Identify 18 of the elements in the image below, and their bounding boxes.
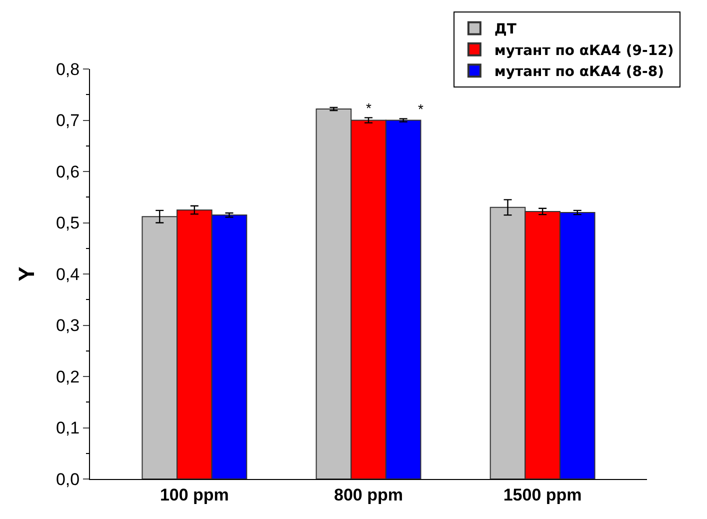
y-tick-label: 0,4 xyxy=(56,264,80,284)
legend-label: ДТ xyxy=(494,22,517,38)
annotation: * xyxy=(418,101,424,117)
x-tick-label: 1500 ppm xyxy=(503,485,582,504)
y-tick-label: 0,8 xyxy=(56,60,80,79)
x-tick-label: 100 ppm xyxy=(160,485,229,504)
y-tick-label: 0,2 xyxy=(56,367,80,386)
y-tick-label: 0,1 xyxy=(56,418,80,438)
y-tick-label: 0,7 xyxy=(56,111,80,130)
y-tick-label: 0,0 xyxy=(56,470,80,489)
legend-label: мутант по αКА4 (9-12) xyxy=(494,42,674,59)
y-axis-title: Y xyxy=(14,266,39,282)
y-tick-label: 0,5 xyxy=(56,214,80,233)
y-tick-label: 0,6 xyxy=(56,162,80,182)
legend-label: мутант по αКА4 (8-8) xyxy=(494,64,664,80)
y-tick-label: 0,3 xyxy=(56,316,80,336)
annotation: * xyxy=(366,100,372,116)
x-tick-label: 800 ppm xyxy=(334,485,403,504)
